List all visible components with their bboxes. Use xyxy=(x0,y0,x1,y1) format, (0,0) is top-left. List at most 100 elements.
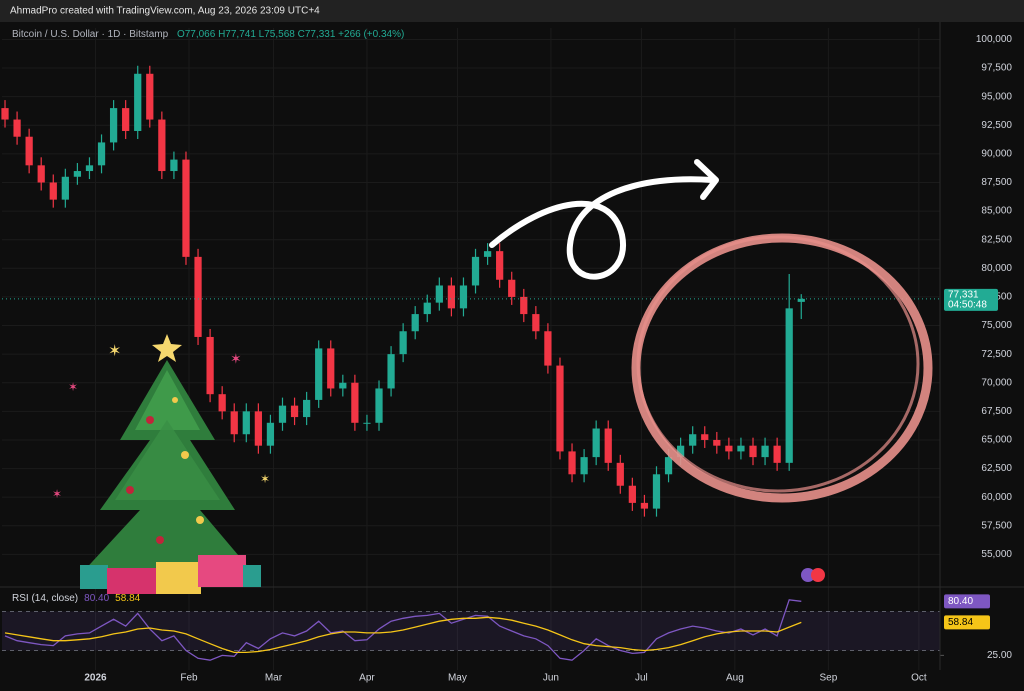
candle-body xyxy=(218,394,226,412)
candle-body xyxy=(158,119,166,172)
candle-body xyxy=(351,382,359,423)
x-tick-label: Mar xyxy=(265,673,283,684)
header-bar xyxy=(0,0,1024,22)
candle-body xyxy=(568,451,576,475)
y-tick-label: 55,000 xyxy=(981,549,1012,560)
candle-body xyxy=(628,485,636,503)
sparkle: ✶ xyxy=(52,487,62,501)
candle-body xyxy=(363,422,371,424)
candle-body xyxy=(97,142,106,166)
rsi-legend: RSI (14, close) 80.40 58.84 xyxy=(12,593,141,604)
y-tick-label: 60,000 xyxy=(981,492,1012,503)
candle-body xyxy=(664,457,673,475)
candle-body xyxy=(797,298,805,302)
candle-body xyxy=(170,159,178,172)
candle-body xyxy=(411,314,419,332)
y-tick-label: 82,500 xyxy=(981,234,1012,245)
candle-body xyxy=(447,285,456,309)
candle-body xyxy=(134,73,142,131)
candle-body xyxy=(652,474,661,509)
candle-body xyxy=(604,428,612,463)
y-tick-label: 95,000 xyxy=(981,91,1012,102)
last-price-label: 77,331 xyxy=(948,289,979,300)
candle-body xyxy=(676,445,685,458)
x-tick-label: Apr xyxy=(359,673,375,684)
ohlc-values: O77,066 H77,741 L75,568 C77,331 +266 (+0… xyxy=(177,29,404,40)
candle-body xyxy=(387,354,395,389)
candle-body xyxy=(701,434,709,440)
candle-body xyxy=(339,382,347,389)
candle-body xyxy=(242,411,250,435)
y-tick-label: 85,000 xyxy=(981,206,1012,217)
last-price-box xyxy=(944,288,998,311)
candle-body xyxy=(737,445,745,452)
candle-body xyxy=(315,348,323,400)
candle-body xyxy=(483,251,492,257)
candle-body xyxy=(49,182,57,200)
sparkle: ✶ xyxy=(108,343,121,360)
candle-body xyxy=(459,285,468,309)
drawn-circle xyxy=(631,233,933,503)
y-tick-label: 87,500 xyxy=(981,177,1012,188)
candle-body xyxy=(327,348,335,389)
header-credit: AhmadPro created with TradingView.com, A… xyxy=(10,6,320,17)
sparkle: ✶ xyxy=(230,351,242,367)
y-tick-label: 97,500 xyxy=(981,63,1012,74)
candle-body xyxy=(689,434,697,446)
x-tick-label: Sep xyxy=(820,673,838,684)
candle-body xyxy=(230,411,238,435)
candle-body xyxy=(399,331,407,355)
rsi-value-label: 58.84 xyxy=(948,617,973,628)
candle-body xyxy=(206,336,214,395)
axes: 55,000 57,500 60,000 62,500 65,000 67,500 70,0… xyxy=(12,34,1012,684)
candle-body xyxy=(725,445,733,452)
candle-body xyxy=(266,422,275,446)
drawn-arrow xyxy=(489,159,719,280)
y-tick-label: 100,000 xyxy=(976,34,1013,45)
candle-body xyxy=(556,365,564,452)
y-tick-label: 57,500 xyxy=(981,520,1012,531)
sparkle: ✶ xyxy=(260,472,270,486)
event-icons xyxy=(801,568,825,582)
candle-body xyxy=(423,302,431,315)
candle-body xyxy=(109,108,118,143)
candle-body xyxy=(25,136,33,166)
chart-legend: Bitcoin / U.S. Dollar · 1D · Bitstamp O7… xyxy=(12,29,404,40)
candle-body xyxy=(278,405,287,423)
candle-body xyxy=(544,331,552,366)
y-tick-label: 70,000 xyxy=(981,377,1012,388)
y-tick-label: 92,500 xyxy=(981,120,1012,131)
sparkle: ✶ xyxy=(68,380,78,394)
candle-body xyxy=(713,439,721,446)
rsi-legend-value: 58.84 xyxy=(115,593,140,604)
rsi-line xyxy=(4,599,802,661)
candle-body xyxy=(640,502,649,509)
rsi-value-box xyxy=(944,615,990,630)
candle-body xyxy=(146,73,154,120)
y-tick-label: 72,500 xyxy=(981,349,1012,360)
rsi-title: RSI (14, close) xyxy=(12,593,78,604)
rsi-value-label: 80.40 xyxy=(948,596,973,607)
x-tick-label: Jun xyxy=(543,673,559,684)
candle-body xyxy=(520,296,528,315)
candle-body xyxy=(85,165,94,172)
candle-body xyxy=(375,388,383,423)
rsi-value-box xyxy=(944,594,990,609)
x-tick-label: Jul xyxy=(635,673,648,684)
candle-body xyxy=(773,445,781,463)
candle-body xyxy=(303,399,311,418)
y-tick-label: 90,000 xyxy=(981,149,1012,160)
rsi-legend-value: 80.40 xyxy=(84,593,109,604)
candle-body xyxy=(13,119,21,137)
candle-body xyxy=(508,279,516,297)
candle-body xyxy=(73,171,82,177)
candle-body xyxy=(749,445,757,458)
candle-body xyxy=(580,457,588,475)
y-tick-label: 62,500 xyxy=(981,463,1012,474)
rsi-tick-label: 25.00 xyxy=(987,650,1012,661)
y-tick-label: 80,000 xyxy=(981,263,1012,274)
candle-body xyxy=(761,445,769,458)
x-tick-label: Oct xyxy=(911,673,927,684)
candle-body xyxy=(496,251,504,280)
